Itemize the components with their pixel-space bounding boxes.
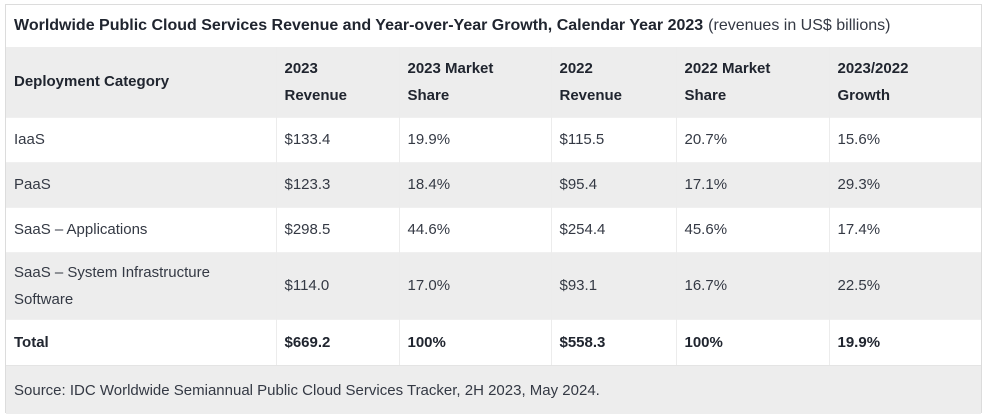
cell-2023-share: 100%	[398, 319, 551, 365]
table-row-total: Total $669.2 100% $558.3 100% 19.9%	[6, 319, 981, 365]
cell-2023-revenue: $114.0	[275, 252, 399, 319]
cell-2023-revenue: $298.5	[275, 207, 399, 252]
cell-2022-share: 20.7%	[675, 117, 829, 162]
cell-2022-revenue: $254.4	[550, 207, 676, 252]
table-row-iaas: IaaS $133.4 19.9% $115.5 20.7% 15.6%	[6, 117, 981, 162]
cloud-revenue-table-card: Worldwide Public Cloud Services Revenue …	[5, 4, 982, 414]
cell-growth: 22.5%	[828, 252, 981, 319]
cell-category: SaaS – Applications	[14, 221, 148, 238]
source-note-text: Source: IDC Worldwide Semiannual Public …	[14, 381, 600, 399]
cell-2022-revenue: $115.5	[550, 117, 676, 162]
table-title: Worldwide Public Cloud Services Revenue …	[6, 5, 981, 47]
source-note: Source: IDC Worldwide Semiannual Public …	[6, 365, 981, 414]
header-deployment-category: Deployment Category	[14, 73, 170, 91]
revenue-table: Deployment Category 2023 Revenue 2023 Ma…	[6, 47, 981, 365]
header-row: Deployment Category 2023 Revenue 2023 Ma…	[6, 47, 981, 117]
cell-2023-share: 19.9%	[398, 117, 551, 162]
table-row-paas: PaaS $123.3 18.4% $95.4 17.1% 29.3%	[6, 162, 981, 207]
cell-2023-revenue: $669.2	[275, 319, 399, 365]
cell-2023-share: 17.0%	[398, 252, 551, 319]
cell-category: IaaS	[14, 131, 45, 148]
cell-2023-revenue: $133.4	[275, 117, 399, 162]
cell-2023-share: 44.6%	[398, 207, 551, 252]
cell-growth: 29.3%	[828, 162, 981, 207]
cell-growth: 15.6%	[828, 117, 981, 162]
table-row-saas-applications: SaaS – Applications $298.5 44.6% $254.4 …	[6, 207, 981, 252]
cell-category: PaaS	[14, 176, 51, 193]
cell-2022-revenue: $93.1	[550, 252, 676, 319]
cell-2022-revenue: $558.3	[550, 319, 676, 365]
table-row-saas-system-infrastructure: SaaS – System Infrastructure Software $1…	[6, 252, 981, 319]
cell-2022-share: 100%	[675, 319, 829, 365]
cell-category: Total	[14, 333, 49, 351]
cell-category: SaaS – System Infrastructure Software	[14, 263, 210, 308]
cell-2022-share: 17.1%	[675, 162, 829, 207]
cell-2022-share: 45.6%	[675, 207, 829, 252]
cell-growth: 17.4%	[828, 207, 981, 252]
cell-2023-revenue: $123.3	[275, 162, 399, 207]
header-2023-2022-growth: 2023/2022 Growth	[828, 47, 981, 117]
table-title-text: Worldwide Public Cloud Services Revenue …	[14, 17, 704, 34]
header-2022-revenue: 2022 Revenue	[550, 47, 676, 117]
cell-2023-share: 18.4%	[398, 162, 551, 207]
table-title-note: (revenues in US$ billions)	[708, 17, 891, 34]
cell-2022-revenue: $95.4	[550, 162, 676, 207]
header-2023-revenue: 2023 Revenue	[275, 47, 399, 117]
header-2022-market-share: 2022 Market Share	[675, 47, 829, 117]
header-2023-market-share: 2023 Market Share	[398, 47, 551, 117]
cell-2022-share: 16.7%	[675, 252, 829, 319]
cell-growth: 19.9%	[828, 319, 981, 365]
